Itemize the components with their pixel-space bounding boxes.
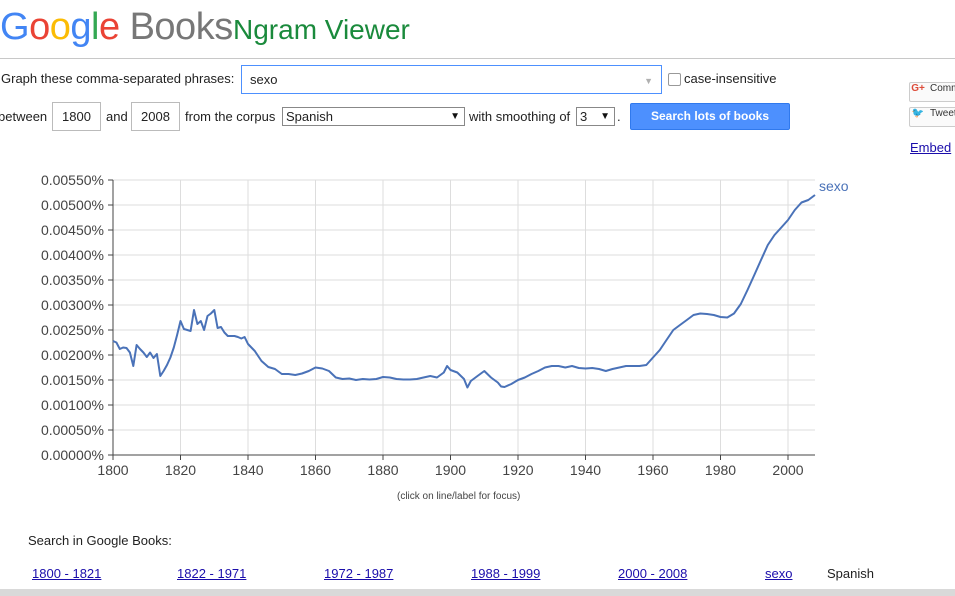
phrases-input-value: sexo xyxy=(250,72,278,87)
y-tick-label: 0.00250% xyxy=(41,322,104,338)
dropdown-arrow-icon[interactable]: ▼ xyxy=(644,76,653,86)
smoothing-label: with smoothing of xyxy=(469,109,571,124)
horizontal-scrollbar[interactable] xyxy=(0,589,955,596)
search-term-link[interactable]: sexo xyxy=(765,566,793,581)
chart-focus-hint: (click on line/label for focus) xyxy=(397,491,521,502)
series-label-sexo[interactable]: sexo xyxy=(819,178,849,194)
corpus-select[interactable]: Spanish ▼ xyxy=(282,107,465,126)
x-tick-label: 1900 xyxy=(435,462,466,478)
y-tick-label: 0.00100% xyxy=(41,397,104,413)
x-tick-label: 1940 xyxy=(570,462,601,478)
y-tick-label: 0.00450% xyxy=(41,222,104,238)
books-logo-text: Books xyxy=(129,6,234,48)
twitter-icon: 🐦 xyxy=(911,108,925,119)
y-tick-label: 0.00550% xyxy=(41,172,104,188)
x-tick-label: 1840 xyxy=(232,462,263,478)
x-tick-label: 2000 xyxy=(772,462,803,478)
embed-link[interactable]: Embed xyxy=(910,140,952,155)
phrases-input[interactable]: sexo ▼ xyxy=(241,65,662,94)
x-tick-label: 1800 xyxy=(97,462,128,478)
tweet-label: Tweet xyxy=(930,108,955,119)
year-range-link[interactable]: 1800 - 1821 xyxy=(32,566,102,581)
y-tick-label: 0.00000% xyxy=(41,447,104,463)
page-title: Ngram Viewer xyxy=(233,14,410,45)
google-books-logo: Google Books xyxy=(0,6,233,49)
y-tick-label: 0.00150% xyxy=(41,372,104,388)
google-plus-comment-button[interactable]: G+ Comment xyxy=(909,82,955,102)
x-tick-label: 1960 xyxy=(637,462,668,478)
y-tick-label: 0.00200% xyxy=(41,347,104,363)
corpus-select-value: Spanish xyxy=(286,109,333,124)
search-button[interactable]: Search lots of books xyxy=(630,103,790,130)
tweet-button[interactable]: 🐦 Tweet xyxy=(909,107,955,127)
year-range-link[interactable]: 1988 - 1999 xyxy=(471,566,541,581)
chevron-down-icon: ▼ xyxy=(600,111,610,122)
year-range-link[interactable]: 1972 - 1987 xyxy=(324,566,394,581)
smoothing-select-value: 3 xyxy=(580,109,588,124)
comment-label: Comment xyxy=(930,83,955,94)
x-tick-label: 1820 xyxy=(165,462,196,478)
search-corpus-label: Spanish xyxy=(827,566,874,581)
y-tick-label: 0.00400% xyxy=(41,247,104,263)
x-tick-label: 1880 xyxy=(367,462,398,478)
series-line-sexo[interactable] xyxy=(112,194,816,389)
smoothing-suffix: . xyxy=(617,109,621,124)
year-start-input[interactable]: 1800 xyxy=(52,102,101,131)
year-range-link[interactable]: 1822 - 1971 xyxy=(177,566,247,581)
and-label: and xyxy=(106,109,128,124)
x-tick-label: 1980 xyxy=(705,462,736,478)
search-in-books-heading: Search in Google Books: xyxy=(28,533,172,548)
y-tick-label: 0.00300% xyxy=(41,297,104,313)
y-tick-label: 0.00350% xyxy=(41,272,104,288)
smoothing-select[interactable]: 3 ▼ xyxy=(576,107,615,126)
corpus-label: from the corpus xyxy=(185,109,276,124)
chevron-down-icon: ▼ xyxy=(450,111,460,122)
x-tick-label: 1920 xyxy=(502,462,533,478)
y-tick-label: 0.00050% xyxy=(41,422,104,438)
between-label: between xyxy=(0,109,48,124)
google-logo-text: Google xyxy=(0,6,120,48)
year-range-link[interactable]: 2000 - 2008 xyxy=(618,566,688,581)
google-plus-icon: G+ xyxy=(911,83,925,94)
case-insensitive-checkbox[interactable] xyxy=(668,73,681,86)
x-tick-label: 1860 xyxy=(300,462,331,478)
header-divider xyxy=(0,58,955,59)
y-tick-label: 0.00500% xyxy=(41,197,104,213)
case-insensitive-label: case-insensitive xyxy=(684,71,777,86)
year-end-input[interactable]: 2008 xyxy=(131,102,180,131)
phrases-label: Graph these comma-separated phrases: xyxy=(1,71,235,86)
ngram-chart[interactable]: 0.00000% 0.00050% 0.00100% 0.00150% 0.00200%… xyxy=(0,160,955,490)
